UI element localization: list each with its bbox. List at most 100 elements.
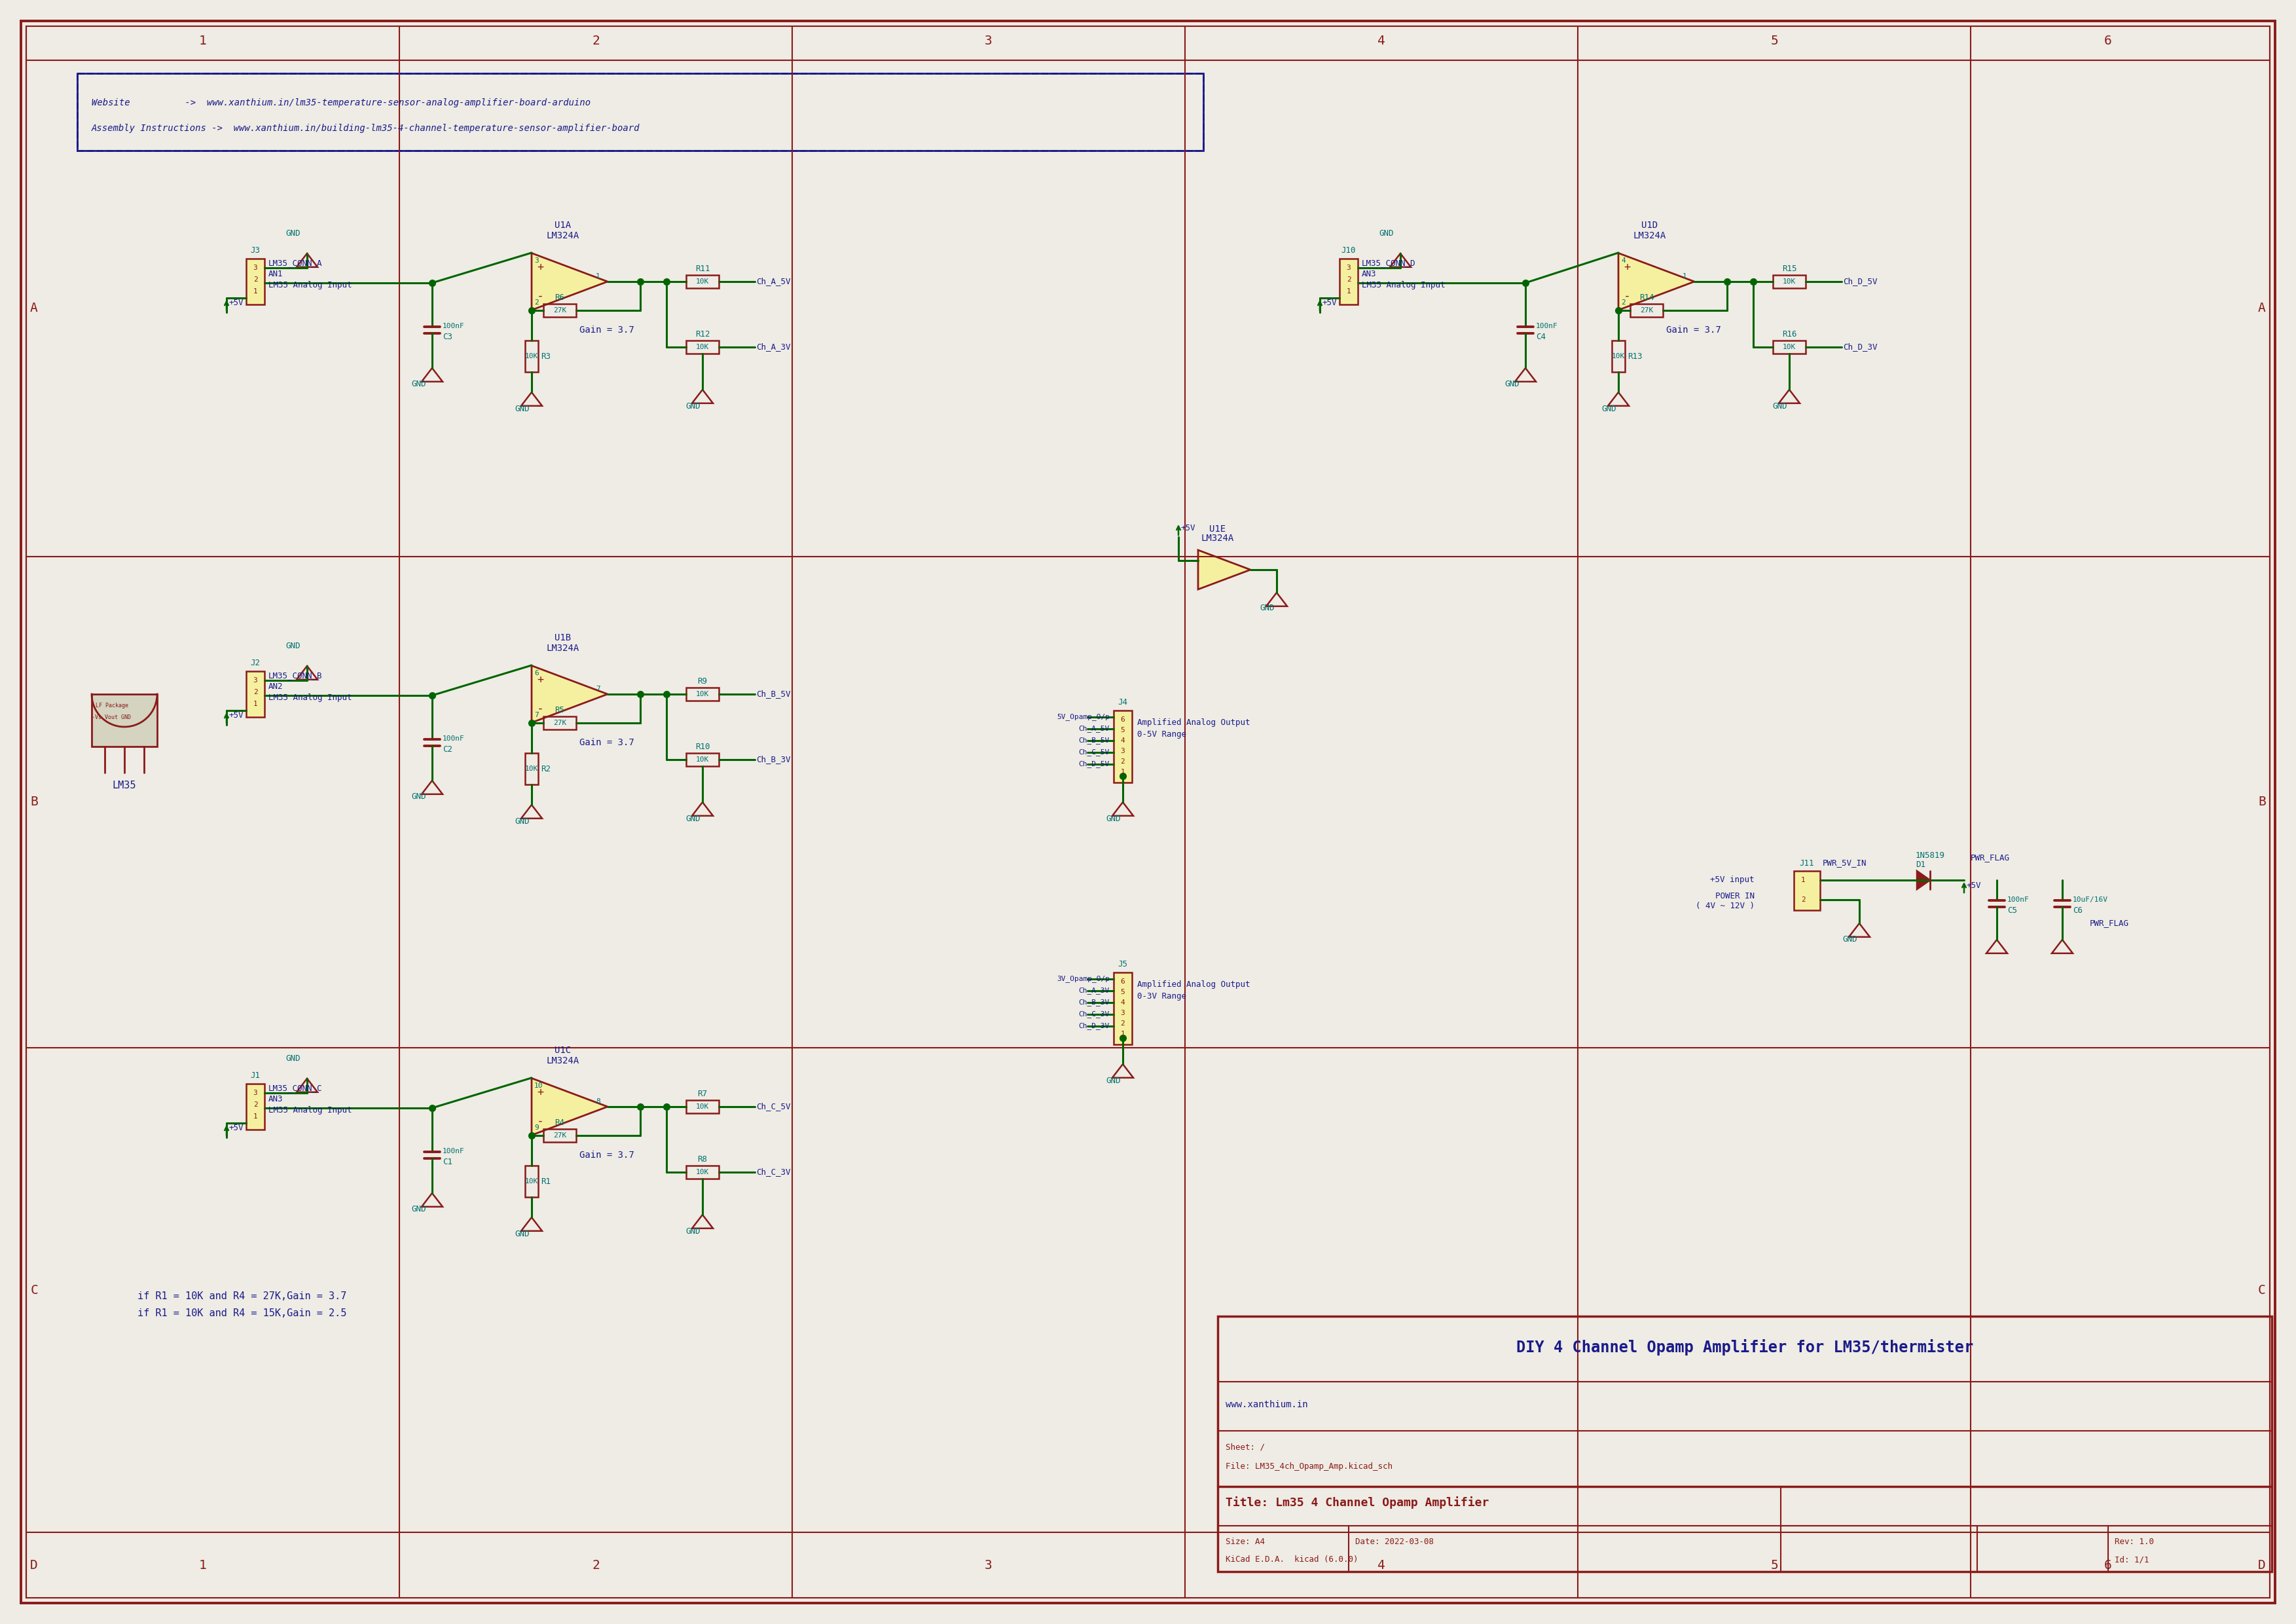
Text: +5V: +5V (230, 299, 243, 307)
Text: GND: GND (411, 1205, 427, 1213)
Text: Ch_A_5V: Ch_A_5V (1079, 726, 1109, 732)
Text: 1: 1 (1800, 877, 1805, 883)
Text: Date: 2022-03-08: Date: 2022-03-08 (1355, 1538, 1433, 1546)
Text: 3: 3 (253, 265, 257, 271)
Text: 10: 10 (535, 1083, 544, 1090)
Bar (687, 687, 719, 700)
Text: 2: 2 (1800, 896, 1805, 903)
Bar (92, 693, 156, 747)
Text: Gain = 3.7: Gain = 3.7 (1667, 325, 1722, 335)
Text: GND: GND (514, 404, 530, 412)
Text: AN1: AN1 (269, 270, 282, 278)
Text: 1: 1 (200, 34, 207, 47)
Polygon shape (533, 253, 608, 310)
Text: 1: 1 (1345, 287, 1350, 294)
Polygon shape (1619, 253, 1694, 310)
Text: GND: GND (1107, 1077, 1120, 1085)
Text: +: + (537, 261, 544, 273)
Text: 2: 2 (592, 34, 599, 47)
Text: KiCad E.D.A.  kicad (6.0.0): KiCad E.D.A. kicad (6.0.0) (1226, 1556, 1359, 1564)
Text: 8: 8 (595, 1098, 599, 1104)
Text: GND: GND (287, 1054, 301, 1064)
Text: 6: 6 (2103, 34, 2112, 47)
Bar (1217, 1315, 2271, 1572)
Text: 100nF: 100nF (1536, 323, 1559, 330)
Text: 5: 5 (1120, 728, 1125, 734)
Text: Website          ->  www.xanthium.in/lm35-temperature-sensor-analog-amplifier-bo: Website -> www.xanthium.in/lm35-temperat… (92, 97, 590, 107)
Text: LM35 Analog Input: LM35 Analog Input (269, 281, 351, 289)
Text: J2: J2 (250, 659, 259, 667)
Text: AN3: AN3 (269, 1095, 282, 1103)
Text: File: LM35_4ch_Opamp_Amp.kicad_sch: File: LM35_4ch_Opamp_Amp.kicad_sch (1226, 1463, 1394, 1471)
Text: J10: J10 (1341, 247, 1357, 255)
Text: R10: R10 (696, 742, 709, 750)
Text: Ch_D_5V: Ch_D_5V (1079, 760, 1109, 768)
Text: LM35_CONN_A: LM35_CONN_A (269, 258, 321, 268)
Bar (687, 1166, 719, 1179)
Bar (1114, 973, 1132, 1044)
Text: Sheet: /: Sheet: / (1226, 1444, 1265, 1452)
Bar (1114, 711, 1132, 783)
Text: C1: C1 (443, 1158, 452, 1166)
Text: 10uF/16V: 10uF/16V (2073, 896, 2108, 903)
Text: Ch_C_3V: Ch_C_3V (755, 1168, 790, 1176)
Text: 1: 1 (1683, 273, 1688, 279)
Text: 5: 5 (1120, 989, 1125, 996)
Text: Ch_B_3V: Ch_B_3V (755, 755, 790, 763)
Text: A: A (2257, 302, 2266, 315)
Text: 4: 4 (1621, 258, 1626, 265)
Text: Ch_D_3V: Ch_D_3V (1079, 1023, 1109, 1030)
Text: +5V: +5V (230, 1124, 243, 1132)
Text: 10K: 10K (696, 1103, 709, 1109)
Text: J5: J5 (1118, 960, 1127, 970)
Text: D1: D1 (1915, 861, 1926, 869)
Bar (1773, 341, 1805, 354)
Text: +: + (537, 674, 544, 685)
Text: Ch_B_3V: Ch_B_3V (1079, 999, 1109, 1007)
Text: GND: GND (411, 380, 427, 388)
Text: J1: J1 (250, 1072, 259, 1080)
Text: Amplified Analog Output: Amplified Analog Output (1137, 719, 1249, 728)
Text: DIY 4 Channel Opamp Amplifier for LM35/thermister: DIY 4 Channel Opamp Amplifier for LM35/t… (1515, 1340, 1972, 1356)
Text: B: B (30, 796, 39, 809)
Text: 2: 2 (1120, 1020, 1125, 1026)
Text: Ch_B_5V: Ch_B_5V (1079, 737, 1109, 744)
Text: 3: 3 (985, 1559, 992, 1572)
Text: 6: 6 (535, 671, 540, 677)
Text: R3: R3 (542, 352, 551, 361)
Bar (526, 341, 537, 372)
Text: +5V: +5V (1968, 882, 1981, 890)
Text: 3: 3 (1120, 747, 1125, 755)
Text: 4: 4 (1120, 737, 1125, 744)
Text: 1: 1 (1120, 768, 1125, 775)
Polygon shape (533, 666, 608, 723)
Bar (1793, 870, 1821, 909)
Text: 1: 1 (1120, 1031, 1125, 1038)
Polygon shape (1199, 551, 1251, 590)
Text: 10K: 10K (1612, 352, 1626, 359)
Text: 9: 9 (535, 1124, 540, 1130)
Text: if R1 = 10K and R4 = 27K,Gain = 3.7: if R1 = 10K and R4 = 27K,Gain = 3.7 (138, 1291, 347, 1301)
Text: Gain = 3.7: Gain = 3.7 (579, 737, 634, 747)
Text: 10K: 10K (526, 352, 537, 359)
Text: -: - (537, 1116, 544, 1127)
Text: +5V: +5V (230, 711, 243, 719)
Text: D: D (30, 1559, 39, 1572)
Text: 7: 7 (595, 685, 599, 692)
Polygon shape (533, 1078, 608, 1135)
Text: R8: R8 (698, 1155, 707, 1163)
Text: Ch_C_3V: Ch_C_3V (1079, 1010, 1109, 1018)
Text: Title: Lm35 4 Channel Opamp Amplifier: Title: Lm35 4 Channel Opamp Amplifier (1226, 1497, 1490, 1509)
Text: 3: 3 (253, 1090, 257, 1096)
Text: +5V: +5V (1322, 299, 1336, 307)
Text: Ch_C_5V: Ch_C_5V (1079, 749, 1109, 757)
Bar (687, 1099, 719, 1112)
Text: 27K: 27K (1639, 307, 1653, 313)
Text: 2: 2 (1120, 758, 1125, 765)
Text: B: B (2257, 796, 2266, 809)
Text: 100nF: 100nF (443, 736, 464, 742)
Text: 10K: 10K (696, 757, 709, 763)
Bar (544, 304, 576, 317)
Text: LM324A: LM324A (546, 643, 579, 653)
Text: GND: GND (1603, 404, 1616, 412)
